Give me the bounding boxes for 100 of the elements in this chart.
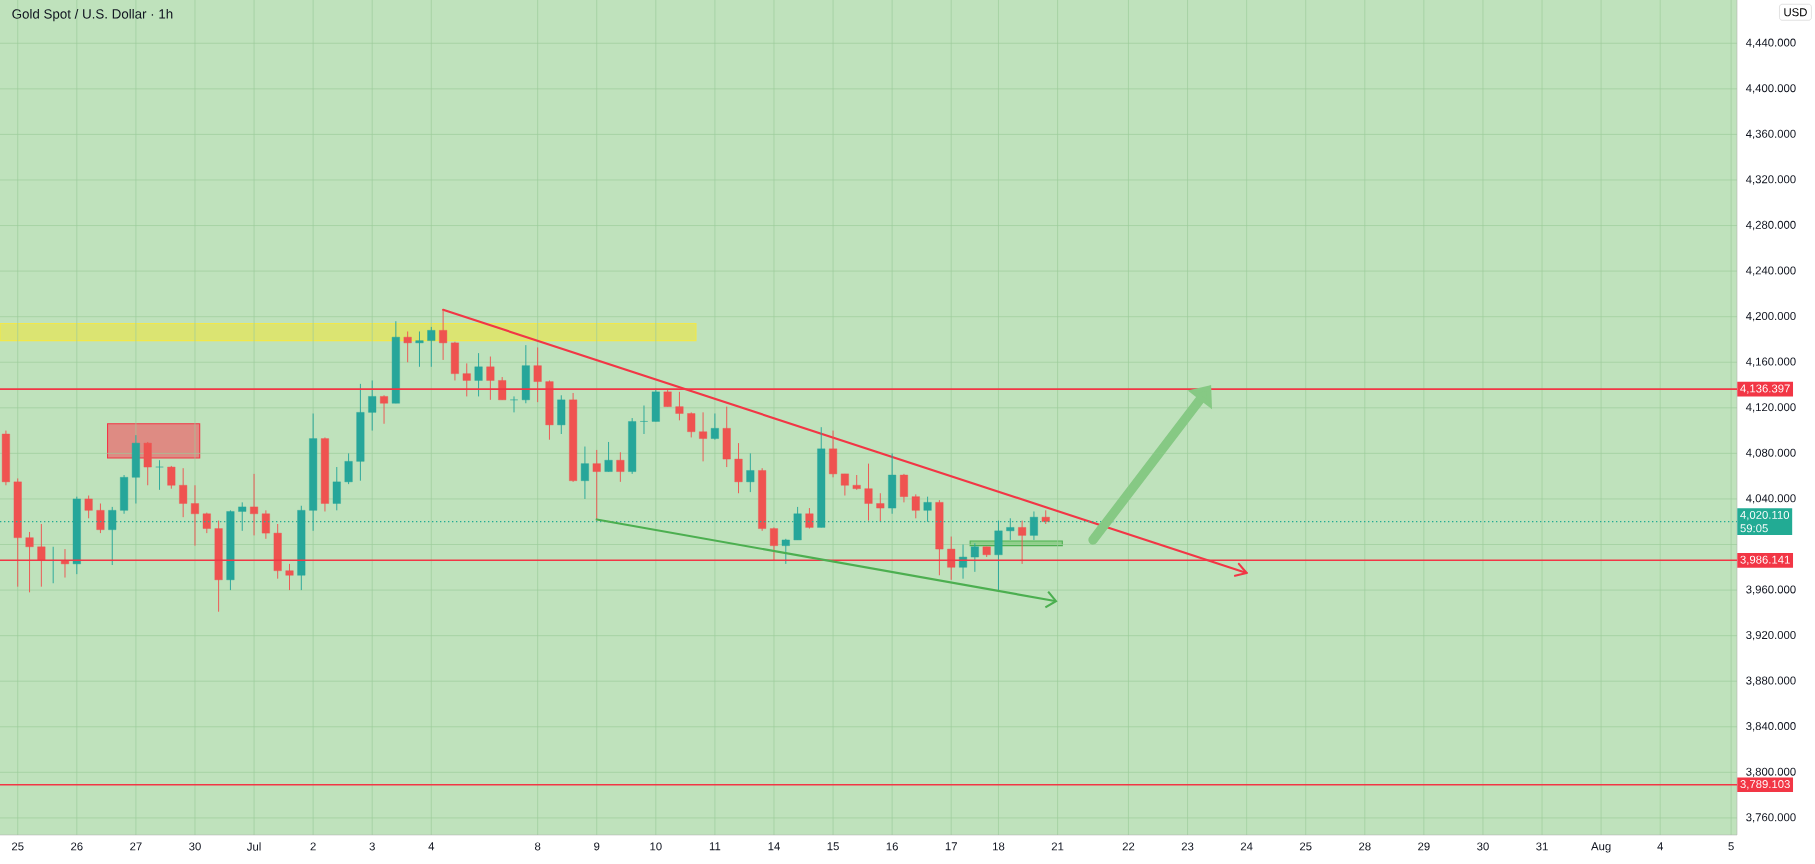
candlestick	[805, 507, 814, 530]
x-tick-label: 16	[886, 842, 898, 851]
x-tick-label: 4	[1657, 842, 1664, 851]
candlestick	[876, 492, 885, 523]
y-tick-label: 4,240.000	[1745, 266, 1796, 276]
x-tick-label: 21	[1051, 842, 1064, 851]
candlestick	[947, 536, 956, 581]
x-tick-label: 27	[130, 842, 142, 851]
candlestick	[592, 449, 601, 522]
x-tick-label: 3	[369, 842, 375, 851]
candlestick	[427, 326, 436, 368]
x-tick-label: 17	[945, 842, 957, 851]
candlestick	[746, 452, 755, 493]
x-tick-label: 14	[768, 842, 780, 851]
ref-line-label: 3,986.141	[1740, 555, 1790, 565]
candlestick	[368, 380, 377, 432]
candlestick	[84, 495, 93, 519]
x-tick-label: 15	[827, 842, 839, 851]
x-tick-label: 24	[1240, 842, 1253, 851]
y-tick-label: 3,960.000	[1746, 585, 1796, 595]
y-axis-title: USD	[1784, 8, 1807, 17]
candlestick	[25, 531, 34, 593]
x-tick-label: 4	[428, 842, 435, 851]
y-tick-label: 4,200.000	[1745, 312, 1796, 322]
candlestick	[640, 405, 648, 435]
y-tick-label: 3,880.000	[1746, 676, 1796, 686]
candlestick	[332, 466, 341, 511]
y-tick-label: 3,840.000	[1746, 722, 1796, 732]
candlestick	[474, 352, 483, 397]
y-tick-label: 4,040.000	[1745, 494, 1796, 504]
y-tick-label: 4,160.000	[1745, 357, 1796, 367]
y-tick-label: 3,800.000	[1746, 767, 1796, 778]
candlestick	[190, 484, 199, 547]
text: Gold Spot / U.S. Dollar · 1h	[12, 8, 173, 22]
x-tick-label: 10	[650, 842, 662, 851]
candlestick	[96, 503, 105, 534]
candlestick	[899, 473, 908, 503]
y-tick-label: 4,280.000	[1745, 220, 1796, 231]
x-tick-label: Jul	[246, 842, 261, 851]
candlestick	[687, 411, 696, 438]
text: 59:05	[1740, 524, 1768, 533]
candlestick	[285, 563, 294, 591]
candlestick	[533, 346, 542, 403]
candlestick	[155, 459, 164, 491]
candlestick	[143, 441, 152, 486]
x-tick-label: 8	[535, 842, 541, 851]
candlestick	[970, 542, 979, 573]
x-tick-label: 29	[1418, 842, 1430, 851]
x-tick-label: 26	[71, 842, 83, 851]
y-tick-label: 4,320.000	[1745, 175, 1796, 185]
x-tick-label: 22	[1122, 842, 1135, 851]
candlestick	[781, 538, 790, 565]
x-tick-label: 31	[1536, 842, 1548, 851]
candlestick	[250, 473, 259, 536]
y-tick-label: 4,440.000	[1745, 38, 1796, 48]
candlestick	[486, 356, 495, 401]
candlestick	[179, 467, 188, 518]
x-tick-label: 30	[1477, 842, 1489, 851]
candlestick	[699, 411, 708, 462]
x-tick-label: 9	[594, 842, 600, 851]
y-tick-label: 4,080.000	[1745, 448, 1796, 459]
x-tick-label: 25	[11, 842, 24, 851]
candlestick	[439, 309, 448, 361]
candlestick	[710, 413, 719, 441]
candlestick	[261, 509, 270, 540]
x-tick-label: 11	[709, 842, 721, 851]
candlestick	[462, 362, 471, 397]
x-tick-label: 25	[1299, 842, 1312, 851]
candlestick	[510, 395, 518, 413]
x-tick-label: 5	[1728, 842, 1734, 851]
candlestick	[1018, 520, 1027, 565]
candlestick	[415, 331, 424, 368]
x-tick-label: 2	[310, 842, 316, 851]
candlestick	[864, 463, 873, 522]
ref-line-label: 4,020.110	[1740, 510, 1790, 521]
x-tick-label: 18	[993, 842, 1005, 851]
candlestick	[911, 493, 920, 519]
ref-line-label: 3,789.103	[1740, 780, 1790, 790]
candlestick	[616, 451, 625, 483]
candlestick	[380, 394, 389, 425]
x-tick-label: Aug	[1591, 842, 1611, 853]
candlestick	[734, 442, 743, 494]
x-tick-label: 28	[1359, 842, 1371, 851]
candlestick	[959, 544, 968, 580]
candlestick	[344, 452, 353, 485]
candlestick	[604, 441, 613, 473]
x-tick-label: 23	[1181, 842, 1194, 851]
y-tick-label: 4,120.000	[1745, 403, 1796, 413]
y-tick-label: 3,920.000	[1746, 630, 1796, 641]
candlestick	[769, 526, 778, 561]
candlestick	[580, 446, 589, 500]
y-tick-label: 4,400.000	[1745, 84, 1796, 94]
candlestick	[840, 473, 849, 496]
x-tick-label: 30	[189, 842, 201, 851]
y-tick-label: 4,360.000	[1745, 129, 1796, 140]
candlestick	[675, 391, 684, 421]
candlestick	[403, 331, 412, 363]
ref-line-label: 4,136.397	[1740, 384, 1790, 394]
y-tick-label: 3,760.000	[1746, 813, 1796, 823]
candlestick	[37, 523, 46, 588]
